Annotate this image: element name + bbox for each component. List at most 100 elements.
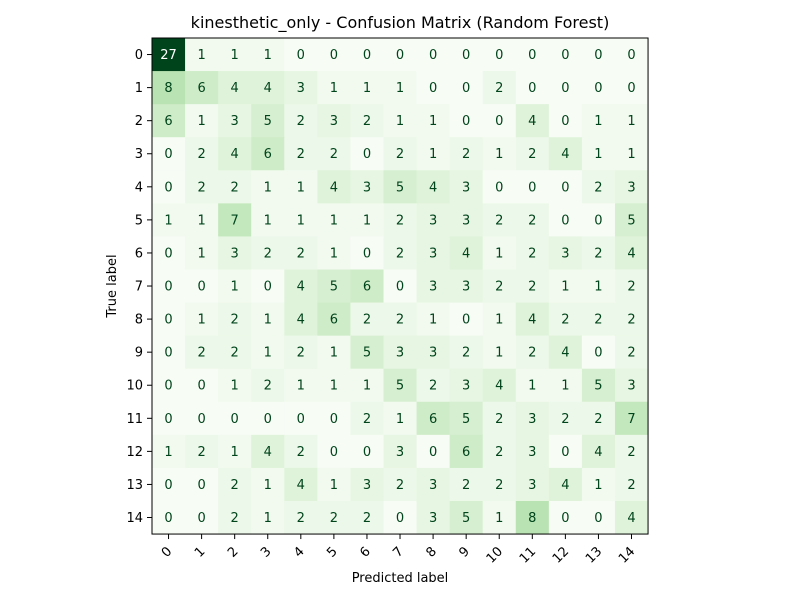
heatmap-cell — [218, 467, 252, 502]
cell-value-label: 0 — [164, 246, 172, 261]
cell-value-label: 0 — [330, 445, 338, 460]
heatmap-cell — [350, 467, 384, 502]
cell-value-label: 1 — [495, 246, 503, 261]
heatmap-cell — [383, 401, 417, 436]
heatmap-cell — [416, 71, 451, 105]
heatmap-cell — [614, 137, 649, 171]
cell-value-label: 0 — [561, 114, 569, 129]
cell-value-label: 1 — [297, 213, 305, 228]
heatmap-cell — [251, 500, 285, 535]
cell-value-label: 2 — [627, 346, 635, 361]
heatmap-cell — [548, 71, 583, 105]
heatmap-cell — [548, 38, 583, 72]
heatmap-cell — [416, 137, 451, 171]
cell-value-label: 0 — [627, 48, 635, 63]
cell-value-label: 2 — [429, 379, 437, 394]
heatmap-cell — [581, 38, 616, 72]
heatmap-cell — [548, 137, 583, 171]
heatmap-cell — [251, 203, 285, 237]
heatmap-cell — [317, 467, 351, 502]
heatmap-cell — [350, 302, 384, 337]
cell-value-label: 3 — [528, 445, 536, 460]
heatmap-cell — [317, 170, 351, 204]
y-tick-label: 2 — [135, 114, 143, 129]
cell-value-label: 0 — [561, 445, 569, 460]
heatmap-cell — [383, 335, 417, 370]
cell-value-label: 0 — [561, 511, 569, 526]
y-tick-label: 9 — [135, 346, 143, 361]
heatmap-cell — [482, 500, 517, 535]
cell-value-label: 2 — [330, 147, 338, 162]
cell-value-label: 1 — [330, 478, 338, 493]
cell-value-label: 2 — [396, 478, 404, 493]
cell-value-label: 2 — [264, 246, 272, 261]
cell-value-label: 0 — [164, 379, 172, 394]
cell-value-label: 2 — [627, 445, 635, 460]
heatmap-cell — [548, 302, 583, 337]
heatmap-cell — [383, 269, 417, 303]
heatmap-cell — [218, 203, 252, 237]
heatmap-cell — [416, 38, 451, 72]
cell-value-label: 0 — [495, 180, 503, 195]
heatmap-cell — [383, 104, 417, 138]
cell-value-label: 2 — [594, 246, 602, 261]
cell-value-label: 2 — [495, 478, 503, 493]
cell-value-label: 1 — [197, 48, 205, 63]
cell-value-label: 1 — [264, 346, 272, 361]
heatmap-cell — [218, 137, 252, 171]
cell-value-label: 2 — [330, 511, 338, 526]
heatmap-cell — [548, 203, 583, 237]
cell-value-label: 0 — [429, 48, 437, 63]
heatmap-cell — [317, 104, 351, 138]
heatmap-cell — [416, 302, 451, 337]
heatmap-cell — [548, 434, 583, 469]
x-tick-label: 7 — [390, 544, 406, 560]
heatmap-cell — [350, 71, 384, 105]
heatmap-cell — [548, 269, 583, 303]
heatmap-cell — [350, 434, 384, 469]
heatmap-cell — [614, 335, 649, 370]
heatmap-cell — [284, 302, 318, 337]
heatmap-cell — [284, 401, 318, 436]
heatmap-cell — [482, 434, 517, 469]
cell-value-label: 0 — [396, 280, 404, 295]
y-tick-label: 3 — [135, 147, 143, 162]
cell-value-label: 3 — [462, 280, 470, 295]
cell-value-label: 0 — [164, 280, 172, 295]
cell-value-label: 1 — [164, 213, 172, 228]
heatmap-cell — [614, 401, 649, 436]
cell-value-label: 0 — [462, 114, 470, 129]
heatmap-cell — [581, 434, 616, 469]
x-tick-label: 5 — [324, 544, 340, 560]
cell-value-label: 2 — [197, 445, 205, 460]
cell-value-label: 2 — [363, 511, 371, 526]
heatmap-cell — [482, 38, 517, 72]
cell-value-label: 4 — [429, 180, 437, 195]
heatmap-cell — [581, 335, 616, 370]
heatmap-cell — [416, 203, 451, 237]
x-tick-label: 6 — [357, 544, 373, 560]
cell-value-label: 1 — [594, 147, 602, 162]
cell-value-label: 8 — [164, 81, 172, 96]
cell-value-label: 2 — [495, 412, 503, 427]
cell-value-label: 2 — [297, 246, 305, 261]
cell-value-label: 2 — [197, 346, 205, 361]
y-tick-label: 7 — [135, 280, 143, 295]
heatmap-cell — [449, 335, 484, 370]
heatmap-cell — [614, 236, 649, 270]
cell-value-label: 1 — [627, 147, 635, 162]
cell-value-label: 0 — [594, 81, 602, 96]
heatmap-cell — [581, 500, 616, 535]
heatmap-cell — [218, 500, 252, 535]
cell-value-label: 3 — [429, 246, 437, 261]
heatmap-cell — [251, 104, 285, 138]
heatmap-cell — [581, 302, 616, 337]
heatmap-cell — [152, 170, 186, 204]
x-tick-label: 1 — [192, 544, 208, 560]
cell-value-label: 4 — [561, 478, 569, 493]
heatmap-cell — [383, 236, 417, 270]
heatmap-cell — [350, 203, 384, 237]
heatmap-cell — [416, 434, 451, 469]
heatmap-cell — [350, 38, 384, 72]
heatmap-cell — [581, 467, 616, 502]
